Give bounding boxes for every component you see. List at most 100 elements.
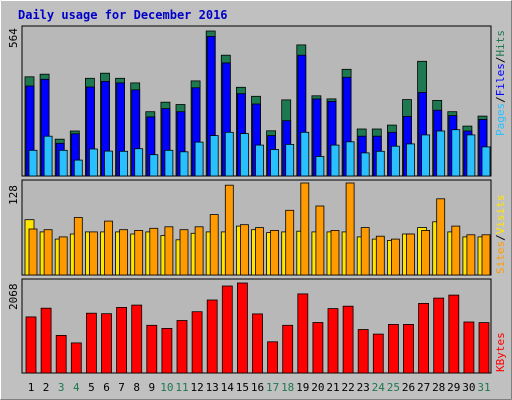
x-tick-label: 20 — [311, 381, 324, 394]
x-tick-label: 3 — [58, 381, 65, 394]
legend-sep-1: / — [494, 96, 507, 103]
hits-ymax-label: 564 — [7, 28, 20, 48]
kbytes-bar — [116, 306, 127, 374]
kbytes-bar — [131, 304, 143, 374]
kbytes-bar — [176, 320, 188, 374]
legend-sites: Sites — [494, 241, 507, 274]
x-tick-label: 1 — [28, 381, 35, 394]
kbytes-ymax-label: 2068 — [7, 284, 20, 311]
kbytes-bar — [236, 282, 248, 374]
pages-bar — [58, 149, 68, 177]
kbytes-bar — [206, 299, 218, 374]
kbytes-bar — [327, 308, 339, 374]
kbytes-bar — [146, 324, 158, 374]
visits-bar — [89, 231, 98, 276]
x-tick-label: 4 — [73, 381, 80, 394]
pages-bar — [28, 149, 38, 177]
kbytes-bar — [463, 321, 475, 374]
visits-bar — [194, 226, 204, 276]
pages-bar — [73, 159, 83, 177]
pages-bar — [239, 133, 249, 177]
x-tick-label: 30 — [462, 381, 475, 394]
pages-bar — [436, 130, 446, 177]
x-tick-label: 24 — [372, 381, 386, 394]
kbytes-bar — [433, 297, 445, 374]
x-tick-label: 31 — [477, 381, 490, 394]
kbytes-bar — [387, 323, 399, 374]
pages-bar — [390, 145, 400, 177]
pages-bar — [330, 144, 340, 177]
visits-bar — [436, 198, 446, 276]
pages-bar — [375, 150, 385, 177]
x-tick-label: 26 — [402, 381, 415, 394]
pages-bar — [134, 148, 144, 177]
pages-bar — [179, 151, 189, 177]
visits-bar — [345, 182, 355, 276]
visits-bar — [119, 229, 128, 276]
visits-bar — [255, 227, 264, 276]
x-tick-label: 21 — [326, 381, 339, 394]
visits-bar — [390, 238, 400, 276]
legend-files: Files — [494, 63, 507, 96]
pages-bar — [345, 141, 355, 177]
pages-bar — [43, 135, 53, 177]
visits-bar — [164, 226, 174, 276]
visits-bar — [315, 205, 325, 276]
visits-bar — [239, 224, 249, 276]
kbytes-bar — [55, 334, 67, 374]
x-tick-label: 28 — [432, 381, 445, 394]
legend-sep-2: / — [494, 57, 507, 64]
x-tick-label: 17 — [266, 381, 279, 394]
pages-bar — [209, 135, 219, 177]
x-tick-label: 2 — [43, 381, 50, 394]
kbytes-bar — [221, 285, 233, 374]
x-tick-label: 15 — [236, 381, 249, 394]
x-tick-label: 11 — [175, 381, 188, 394]
x-tick-label: 25 — [387, 381, 400, 394]
x-tick-label: 8 — [133, 381, 140, 394]
kbytes-bar — [25, 316, 37, 374]
visits-bar — [179, 229, 189, 276]
kbytes-bar — [267, 341, 279, 374]
kbytes-bar — [478, 322, 490, 374]
x-tick-label: 10 — [160, 381, 173, 394]
kbytes-bar — [40, 307, 52, 374]
x-axis-labels: 1 2 3 4 5 6 7 8 9 10 11 12 13 14 15 16 17 18 19 20 21 22 23 24 2… — [28, 381, 491, 394]
pages-bar — [104, 150, 113, 177]
pages-bar — [89, 148, 98, 177]
x-tick-label: 27 — [417, 381, 430, 394]
chart-marks — [24, 30, 491, 374]
x-tick-label: 16 — [251, 381, 264, 394]
pages-bar — [406, 143, 415, 177]
visits-bar — [43, 229, 53, 276]
pages-bar — [194, 141, 204, 177]
x-tick-label: 6 — [103, 381, 110, 394]
kbytes-bar — [312, 322, 324, 374]
pages-bar — [360, 152, 370, 177]
kbytes-bar — [252, 313, 263, 374]
visits-bar — [300, 182, 310, 276]
visits-bar — [73, 217, 83, 276]
kbytes-bar — [191, 311, 203, 374]
legend-sep-3: / — [494, 234, 507, 241]
visits-ymax-label: 128 — [7, 185, 20, 205]
pages-bar — [149, 154, 159, 177]
pages-bar — [451, 129, 461, 177]
x-tick-label: 14 — [221, 381, 235, 394]
visits-bar — [375, 235, 385, 276]
kbytes-bar — [448, 294, 460, 374]
visits-bar — [209, 214, 219, 276]
visits-bar — [466, 234, 476, 276]
x-tick-label: 22 — [341, 381, 354, 394]
legend-visits: Visits — [494, 195, 507, 235]
visits-bar — [451, 225, 461, 276]
visits-bar — [330, 229, 340, 276]
pages-bar — [300, 131, 310, 177]
pages-bar — [285, 143, 295, 177]
kbytes-bar — [70, 342, 82, 374]
x-tick-label: 5 — [88, 381, 95, 394]
x-tick-label: 18 — [281, 381, 294, 394]
pages-bar — [270, 149, 280, 177]
